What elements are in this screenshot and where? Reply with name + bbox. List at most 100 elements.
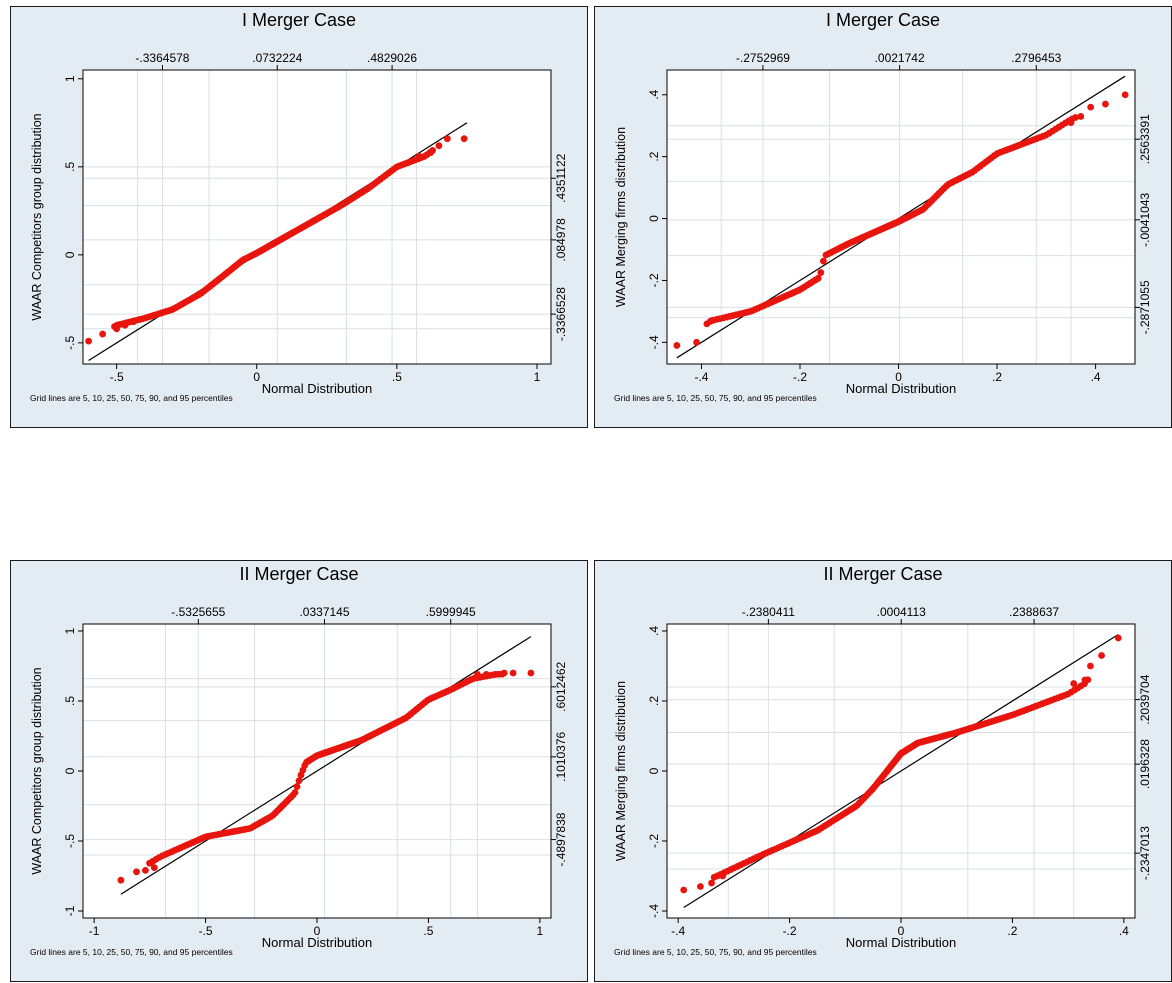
x-axis-label: Normal Distribution: [262, 381, 373, 396]
top-percentile-label: .4829026: [367, 51, 417, 65]
y-tick-label: -.4: [647, 335, 661, 349]
y-tick-label: 0: [647, 215, 661, 222]
quantile-point: [693, 338, 700, 346]
quantile-point: [121, 321, 129, 329]
chart-title: II Merger Case: [823, 564, 943, 584]
y-tick-label: 0: [63, 767, 77, 774]
right-percentile-label: -.2871055: [1138, 280, 1152, 334]
top-percentile-label: .2796453: [1011, 51, 1061, 65]
y-tick-label: 1: [63, 75, 77, 82]
quantile-point: [1072, 114, 1079, 121]
qq-panel-1: I Merger Case -.5 0 .5 1 Normal Distribution…: [10, 6, 588, 428]
y-tick-label: .4: [647, 89, 661, 99]
y-tick-label: .5: [63, 162, 77, 172]
right-percentile-label: .1010376: [554, 732, 568, 782]
y-tick-label: -.2: [647, 273, 661, 287]
y-tick-label: -.4: [647, 904, 661, 918]
quantile-point: [293, 783, 301, 790]
quantile-point: [443, 135, 451, 143]
top-percentile-label: .0337145: [299, 605, 349, 619]
chart-title: II Merger Case: [239, 564, 359, 584]
quantile-point: [142, 867, 149, 874]
right-percentile-label: -.0041043: [1138, 192, 1152, 246]
y-axis-label: WAAR Merging firms distribution: [614, 127, 628, 307]
quantile-point: [491, 671, 499, 678]
right-percentile-label: .2563391: [1138, 114, 1152, 164]
qq-plot-svg: -.4 -.2 0 .2 .4 Normal Distribution -.4 -.2 0 .2.…: [614, 605, 1152, 950]
chart-title: I Merger Case: [825, 10, 941, 30]
grid-note: Grid lines are 5, 10, 25, 50, 75, 90, an…: [614, 393, 817, 403]
quantile-points: [673, 91, 1129, 349]
x-tick-label: 1: [537, 924, 544, 938]
right-percentile-label: .4351122: [554, 153, 568, 202]
top-percentile-label: .0732224: [252, 51, 302, 65]
qq-plot-svg: -1 -.5 0 .5 1 Normal Distribution -1 -.5 0 .5 1 WAA…: [30, 605, 568, 950]
quantile-point: [427, 149, 434, 157]
quantile-point: [527, 669, 535, 677]
top-percentile-label: -.3364578: [135, 51, 189, 65]
y-axis-label: WAAR Merging firms distribution: [614, 681, 628, 861]
right-percentile-label: -.2347013: [1138, 826, 1152, 880]
quantile-point: [719, 872, 727, 880]
quantile-point: [117, 876, 125, 884]
x-tick-label: 0: [895, 370, 902, 384]
y-axis-label: WAAR Competitors group distribution: [30, 667, 44, 874]
quantile-point: [1087, 103, 1095, 111]
top-percentile-label: .0004113: [877, 605, 926, 619]
quantile-point: [130, 318, 137, 326]
right-percentile-label: -.4897838: [554, 812, 568, 866]
quantile-point: [1087, 662, 1094, 670]
top-percentile-label: .0021742: [875, 51, 925, 65]
x-axis-label: Normal Distribution: [262, 935, 373, 950]
top-percentile-label: .5999945: [426, 605, 476, 619]
x-axis-label: Normal Distribution: [846, 935, 957, 950]
quantile-point: [133, 868, 140, 876]
top-percentile-label: -.2752969: [736, 51, 790, 65]
quantile-point: [817, 269, 825, 276]
qq-panel-2: I Merger Case -.4 -.2 0 .2 .4 Normal Distribu…: [594, 6, 1172, 428]
right-percentile-label: .0196328: [1138, 739, 1152, 789]
quantile-point: [1070, 680, 1078, 687]
quantile-point: [680, 886, 688, 894]
qq-panel-4: II Merger Case -.4 -.2 0 .2 .4 Normal Distrib…: [594, 560, 1172, 982]
y-axis-label: WAAR Competitors group distribution: [30, 113, 44, 320]
quantile-point: [509, 669, 517, 677]
plot-border: [82, 69, 552, 365]
x-tick-label: -1: [89, 924, 100, 938]
y-tick-label: .5: [63, 696, 77, 706]
x-tick-label: -.2: [793, 370, 807, 384]
reference-line: [120, 636, 532, 895]
quantile-point: [814, 274, 822, 282]
x-tick-label: 0: [898, 924, 905, 938]
top-percentile-label: -.2380411: [742, 605, 795, 619]
quantile-point: [291, 789, 299, 796]
qq-plot-svg: -.4 -.2 0 .2 .4 Normal Distribution -.4 -.2 0 .2.…: [614, 51, 1152, 396]
x-tick-label: .2: [1007, 924, 1017, 938]
quantile-point: [150, 864, 158, 871]
grid-note: Grid lines are 5, 10, 25, 50, 75, 90, an…: [30, 393, 233, 403]
y-tick-label: -.5: [63, 834, 77, 848]
y-tick-label: -1: [63, 905, 77, 916]
right-percentile-label: .084978: [554, 218, 568, 262]
quantile-point: [295, 777, 303, 785]
y-tick-label: 1: [63, 627, 77, 634]
quantile-point: [1081, 676, 1089, 684]
quantile-point: [1102, 100, 1109, 108]
chart-title: I Merger Case: [241, 10, 357, 30]
x-tick-label: 1: [534, 370, 541, 384]
reference-line: [683, 633, 1119, 909]
y-tick-label: .2: [647, 151, 661, 161]
x-tick-label: .4: [1091, 370, 1101, 384]
quantile-point: [1098, 652, 1105, 659]
quantile-point: [482, 671, 490, 678]
quantile-point: [697, 883, 704, 890]
top-percentile-label: .2388637: [1009, 605, 1059, 619]
x-tick-label: .2: [992, 370, 1002, 384]
quantile-point: [415, 152, 423, 160]
quantile-point: [708, 879, 715, 887]
quantile-point: [85, 337, 93, 345]
quantile-points: [85, 135, 468, 345]
quantile-point: [819, 257, 827, 265]
y-tick-label: -.5: [63, 336, 77, 350]
grid-note: Grid lines are 5, 10, 25, 50, 75, 90, an…: [614, 947, 817, 957]
